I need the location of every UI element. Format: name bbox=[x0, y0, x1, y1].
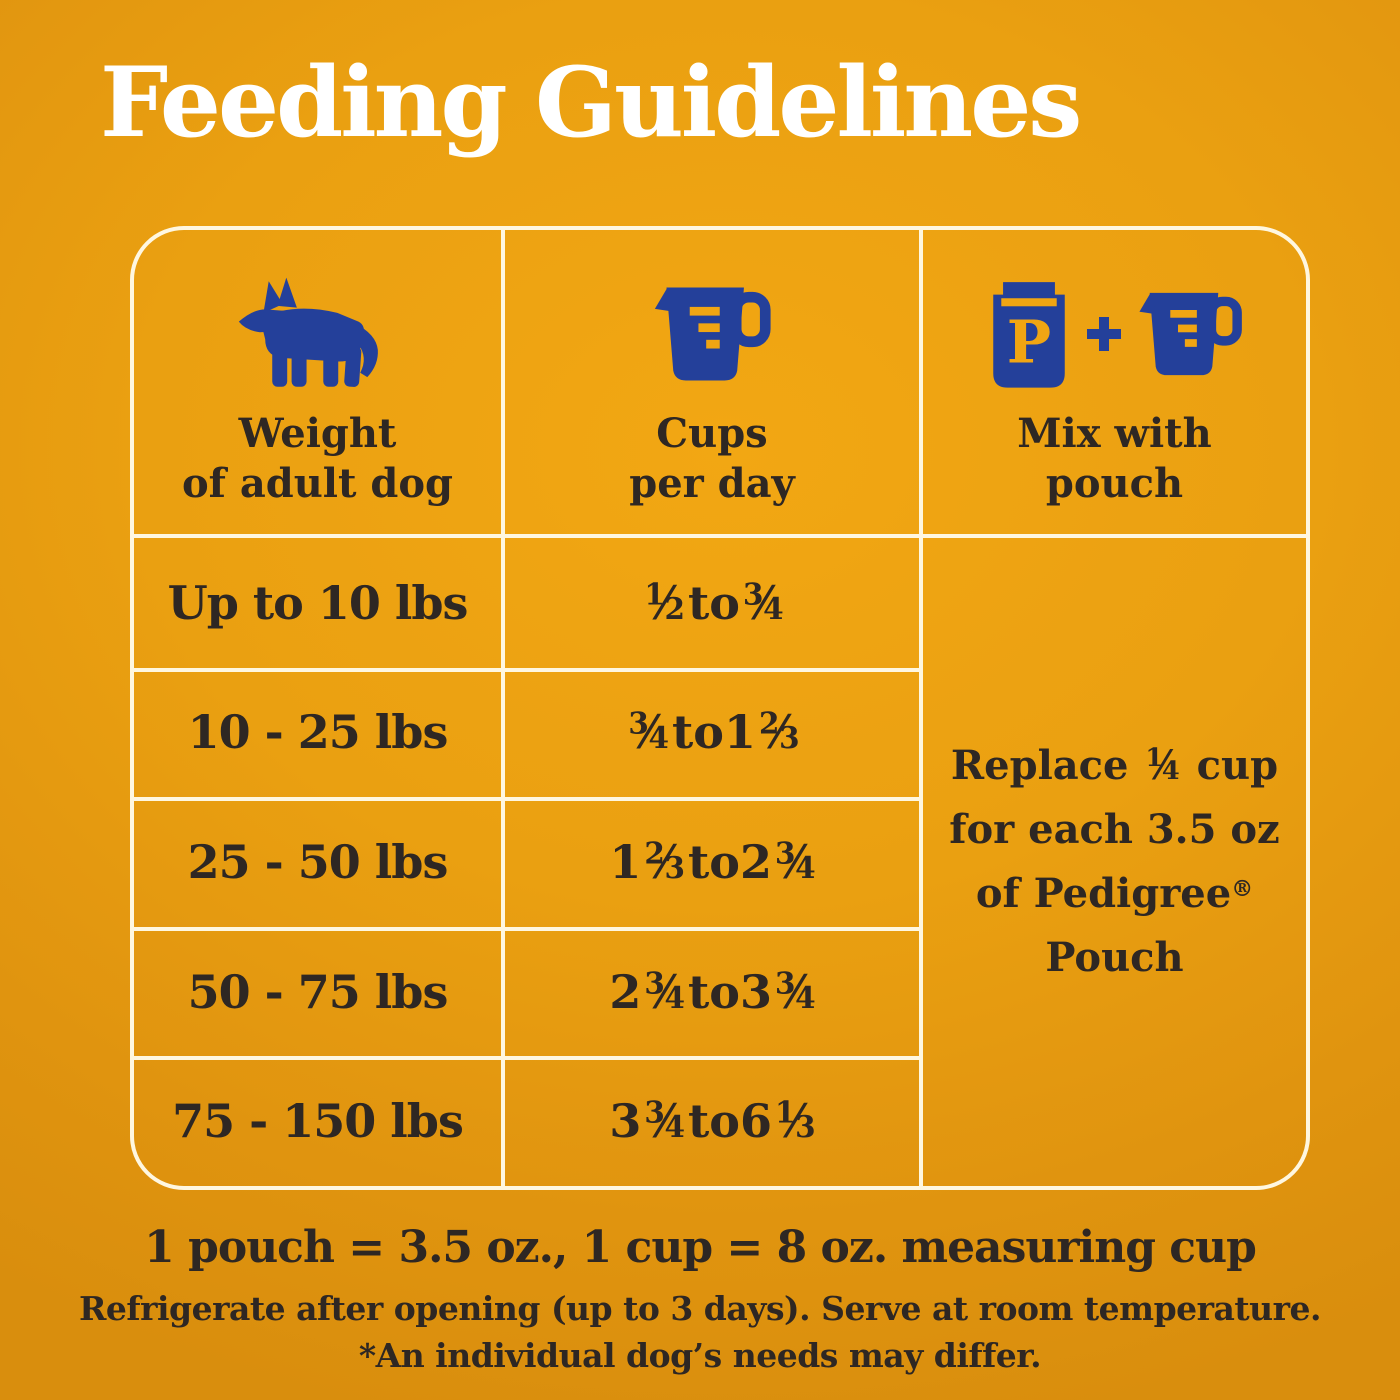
table-row: 10 - 25 lbs 3⁄4 to 1 2⁄3 bbox=[134, 668, 923, 798]
text-token: cup bbox=[1182, 742, 1279, 789]
plus-icon bbox=[1086, 317, 1121, 351]
fraction: 1⁄3 bbox=[774, 1094, 816, 1149]
text-token: of Pedigree bbox=[975, 870, 1232, 917]
text-token: 3 bbox=[609, 1094, 642, 1149]
grid-line-row-1 bbox=[134, 668, 923, 672]
note-line: Replace 1⁄4 cup bbox=[951, 734, 1278, 798]
grid-line-row-3 bbox=[134, 927, 923, 931]
note-line: for each 3.5 oz bbox=[949, 798, 1280, 862]
weight-cell: 10 - 25 lbs bbox=[187, 705, 449, 760]
fraction: 3⁄4 bbox=[774, 964, 816, 1019]
weight-cell: 25 - 50 lbs bbox=[187, 834, 449, 889]
text-token: Replace bbox=[950, 742, 1143, 789]
pouch-plus-cup-icon: P bbox=[986, 265, 1244, 403]
cups-cell: 3 3⁄4 to 6 1⁄3 bbox=[505, 1056, 923, 1186]
col-header-cups: Cups per day bbox=[505, 230, 919, 534]
note-line: Pouch bbox=[1045, 926, 1183, 990]
table-row: Up to 10 lbs 1⁄2 to 3⁄4 bbox=[134, 538, 923, 668]
equivalence-note: 1 pouch = 3.5 oz., 1 cup = 8 oz. measuri… bbox=[144, 1222, 1257, 1273]
disclaimer-note: *An individual dog’s needs may differ. bbox=[358, 1335, 1042, 1375]
table-rows: Up to 10 lbs 1⁄2 to 3⁄4 10 - 25 lbs 3⁄4 … bbox=[134, 538, 923, 1186]
cups-cell: 3⁄4 to 1 2⁄3 bbox=[505, 668, 923, 798]
grid-line-row-4 bbox=[134, 1056, 923, 1060]
label-line: per day bbox=[629, 460, 795, 507]
col-header-mix: P Mix with pouch bbox=[923, 230, 1306, 534]
table-row: 50 - 75 lbs 2 3⁄4 to 3 3⁄4 bbox=[134, 927, 923, 1057]
text-token: 1 bbox=[609, 834, 642, 889]
text-token: for each 3.5 oz bbox=[949, 806, 1280, 853]
dog-icon bbox=[230, 265, 406, 403]
col-header-cups-label: Cups per day bbox=[629, 409, 795, 509]
cups-cell: 1⁄2 to 3⁄4 bbox=[505, 538, 923, 668]
text-token: Pouch bbox=[1045, 934, 1184, 981]
cups-cell: 1 2⁄3 to 2 3⁄4 bbox=[505, 797, 923, 927]
text-token: 6 bbox=[739, 1094, 772, 1149]
label-line: Weight bbox=[238, 410, 397, 457]
table-row: 75 - 150 lbs 3 3⁄4 to 6 1⁄3 bbox=[134, 1056, 923, 1186]
grid-line-header bbox=[134, 534, 1306, 538]
text-token: 1 bbox=[723, 705, 756, 760]
text-token: to bbox=[672, 705, 724, 760]
svg-text:P: P bbox=[1006, 308, 1050, 377]
weight-cell: Up to 10 lbs bbox=[167, 575, 469, 630]
weight-cell: 75 - 150 lbs bbox=[172, 1094, 464, 1149]
fraction: 3⁄4 bbox=[774, 834, 816, 889]
page-title: Feeding Guidelines bbox=[100, 46, 1082, 159]
fraction: 3⁄4 bbox=[628, 705, 670, 760]
text-token: 2 bbox=[739, 834, 772, 889]
feeding-table: Weight of adult dog Cups per day P bbox=[130, 226, 1310, 1190]
registered-mark: ® bbox=[1231, 876, 1254, 902]
text-token: to bbox=[688, 834, 740, 889]
label-line: pouch bbox=[1045, 460, 1184, 507]
text-token: 3 bbox=[739, 964, 772, 1019]
label-line: Mix with bbox=[1017, 410, 1212, 457]
text-token: to bbox=[688, 964, 740, 1019]
footer: 1 pouch = 3.5 oz., 1 cup = 8 oz. measuri… bbox=[0, 1222, 1400, 1378]
fraction: 3⁄4 bbox=[644, 1094, 686, 1149]
label-line: Cups bbox=[656, 410, 768, 457]
label-line: of adult dog bbox=[182, 460, 453, 507]
weight-cell: 50 - 75 lbs bbox=[187, 964, 449, 1019]
fraction: 1⁄4 bbox=[1145, 742, 1180, 789]
col-header-weight-label: Weight of adult dog bbox=[182, 409, 453, 509]
fraction: 3⁄4 bbox=[742, 575, 784, 630]
col-header-weight: Weight of adult dog bbox=[134, 230, 501, 534]
pouch-icon: P bbox=[992, 282, 1065, 388]
text-token: to bbox=[688, 1094, 740, 1149]
note-line: of Pedigree® bbox=[976, 862, 1253, 926]
col-header-mix-label: Mix with pouch bbox=[1017, 409, 1211, 509]
refrigerate-note: Refrigerate after opening (up to 3 days)… bbox=[78, 1289, 1322, 1328]
measuring-cup-icon bbox=[1138, 292, 1242, 376]
text-token: 2 bbox=[609, 964, 642, 1019]
mix-note: Replace 1⁄4 cup for each 3.5 oz of Pedigre… bbox=[923, 538, 1306, 1186]
fraction: 3⁄4 bbox=[644, 964, 686, 1019]
grid-line-vertical-2 bbox=[919, 230, 923, 1186]
fraction: 2⁄3 bbox=[758, 705, 800, 760]
table-row: 25 - 50 lbs 1 2⁄3 to 2 3⁄4 bbox=[134, 797, 923, 927]
grid-line-vertical-1 bbox=[501, 230, 505, 1186]
text-token: to bbox=[688, 575, 740, 630]
fraction: 2⁄3 bbox=[644, 834, 686, 889]
fraction: 1⁄2 bbox=[644, 575, 686, 630]
cups-cell: 2 3⁄4 to 3 3⁄4 bbox=[505, 927, 923, 1057]
grid-line-row-2 bbox=[134, 797, 923, 801]
measuring-cup-icon bbox=[651, 265, 773, 403]
